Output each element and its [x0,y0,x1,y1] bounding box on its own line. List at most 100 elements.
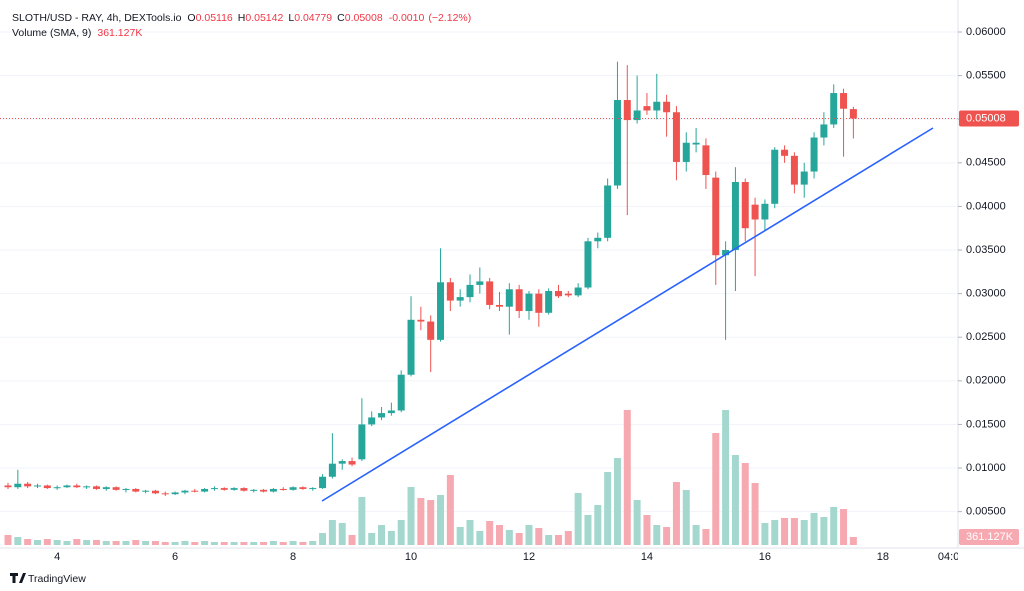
volume-bar [4,535,12,545]
candle-body [73,485,81,488]
y-tick-label: 0.03500 [966,244,1006,256]
volume-bar [309,541,317,545]
candle-body [191,490,199,492]
volume-bar [33,540,41,545]
x-tick-label: 12 [523,551,535,563]
x-tick-label: 10 [405,551,417,563]
volume-bar [525,525,533,545]
volume-bar [142,541,150,545]
volume-bar [181,541,189,545]
candle-body [682,142,690,162]
candle-body [43,485,51,489]
candle-body [653,101,661,111]
volume-bar [535,528,543,545]
volume-bar [319,533,327,545]
volume-bar [849,536,857,545]
candle-body [820,124,828,138]
candle-body [790,155,798,185]
volume-bar [830,507,838,545]
candle-body [849,109,857,119]
candle-body [24,483,32,487]
legend-ohlc: SLOTH/USD - RAY, 4h, DEXTools.io O0.05116… [12,12,471,24]
volume-bar [151,541,159,545]
candle-body [132,488,140,492]
legend-volume: Volume (SMA, 9) 361.127K [12,27,142,39]
volume-bar [476,531,484,545]
candle-body [348,461,356,465]
candle-body [112,487,120,490]
volume-bar [53,540,61,545]
candle-body [14,483,22,488]
legend-h-label: H [238,12,246,24]
volume-bar [338,523,346,545]
watermark-text: TradingView [28,573,86,585]
candle-body [446,282,454,301]
x-tick-label: 6 [172,551,178,563]
legend-o-label: O [187,12,195,24]
candle-body [4,485,12,488]
volume-bar [161,542,169,545]
candle-body [378,413,386,418]
candle-body [515,289,523,312]
volume-bar [407,487,415,545]
candle-body [53,487,61,489]
volume-bar [722,410,730,545]
watermark-logo [10,573,26,583]
candle-body [161,493,169,495]
volume-bar [496,525,503,545]
candle-body [623,100,631,121]
y-tick-label: 0.00500 [966,506,1006,518]
volume-bar [210,542,218,545]
candle-body [269,488,277,492]
volume-bar [269,541,277,545]
candle-body [525,293,533,312]
volume-bar [240,542,248,545]
volume-pane [4,410,857,545]
volume-bar [604,472,612,545]
candle-body [328,463,336,477]
candle-body [741,181,749,229]
volume-bar [781,518,789,545]
candle-body [535,293,543,313]
volume-bar [456,527,464,545]
candle-body [230,488,238,490]
x-tick-label: 04:00 [938,551,966,563]
volume-bar [545,535,553,545]
y-tick-label: 0.02000 [966,375,1006,387]
legend-l-label: L [288,12,294,24]
volume-bar [682,490,690,545]
volume-bar [702,529,710,545]
candle-body [83,486,91,488]
candle-body [250,489,258,491]
legend-low: 0.04779 [294,12,332,24]
candle-body [92,486,100,489]
candle-body [722,250,730,256]
candle-body [810,137,818,172]
volume-bar [613,458,621,545]
candle-body [309,488,317,490]
legend-close: 0.05008 [345,12,383,24]
volume-bar [594,505,602,545]
candle-body [397,374,405,411]
candle-body [151,490,159,494]
volume-bar [289,541,297,545]
volume-bar [230,542,238,545]
y-tick-label: 0.01000 [966,462,1006,474]
legend-high: 0.05142 [245,12,283,24]
volume-bar [132,540,140,545]
watermark: TradingView [10,573,86,585]
candle-body [496,304,503,307]
candle-body [407,319,415,375]
candle-body [201,488,209,492]
volume-value: 361.127K [97,27,142,39]
price-pane [0,61,958,496]
volume-bar [397,520,405,545]
volume-bar [417,498,425,545]
candle-body [387,410,395,414]
y-tick-label: 0.06000 [966,26,1006,38]
candle-body [437,282,445,340]
volume-bar [92,540,100,545]
candle-body [761,203,769,220]
volume-bar [43,539,51,545]
candle-body [840,93,848,109]
